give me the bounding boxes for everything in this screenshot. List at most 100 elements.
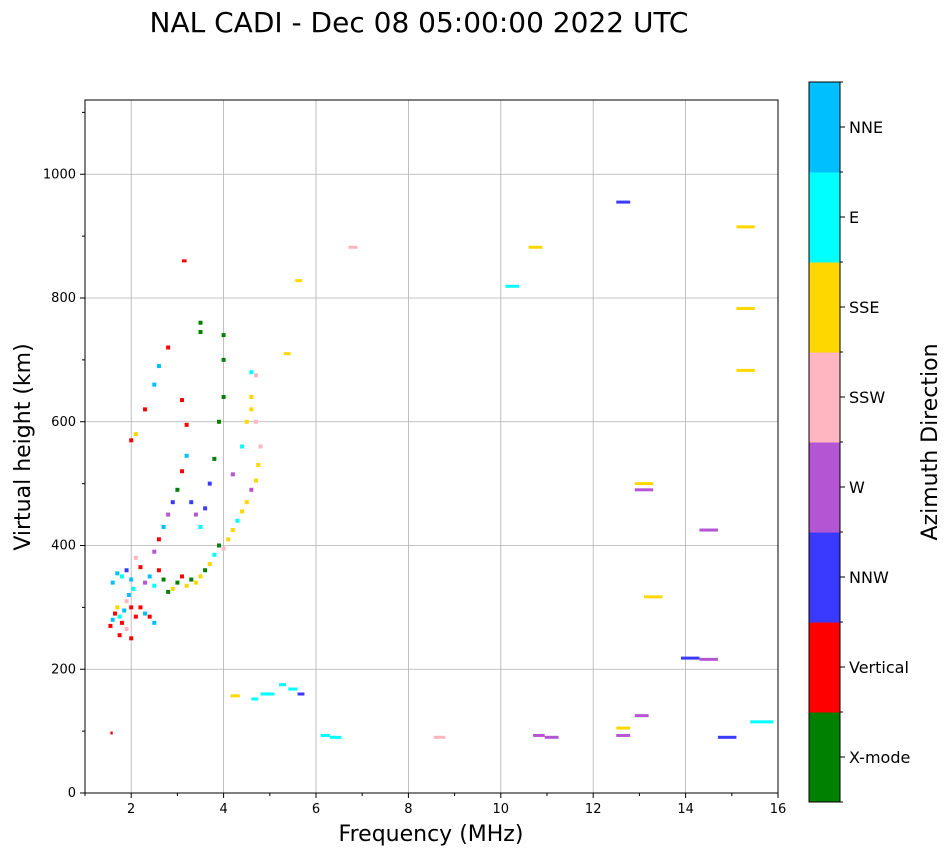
y-tick-label: 400 (51, 539, 76, 554)
trace-point (249, 407, 254, 412)
trace-point (193, 512, 198, 517)
colorbar-segment (809, 622, 840, 713)
echo-segment (283, 352, 291, 356)
echo-segment (616, 726, 631, 730)
trace-point (115, 571, 120, 576)
echo-segment (288, 687, 298, 691)
trace-point (175, 487, 180, 492)
trace-point (189, 500, 194, 505)
trace-point (180, 469, 185, 474)
grid-lines (85, 100, 779, 794)
trace-point (129, 438, 134, 443)
echo-segment (295, 279, 303, 283)
trace-point (122, 608, 127, 613)
y-tick-label: 200 (51, 662, 76, 677)
echo-segment (505, 284, 520, 288)
trace-point (212, 552, 217, 557)
trace-point (184, 422, 189, 427)
colorbar-frame (808, 81, 841, 803)
trace-point (253, 373, 258, 378)
colorbar: X-mode Vertical NNW W SSW SSE E NNE (808, 81, 910, 803)
trace-point (133, 614, 138, 619)
echo-segment (680, 656, 700, 660)
trace-point (240, 444, 245, 449)
plot-data (108, 200, 774, 739)
echo-segment (230, 694, 240, 698)
trace-point (131, 586, 136, 591)
trace-point (198, 524, 203, 529)
colorbar-segment (809, 442, 840, 533)
x-tick-label: 14 (677, 802, 694, 817)
echo-segment (750, 720, 774, 724)
echo-segment (533, 733, 545, 737)
echo-segment (699, 657, 718, 661)
trace-point (235, 518, 240, 523)
trace-point (166, 589, 171, 594)
trace-point (156, 364, 161, 369)
trace-point (189, 577, 194, 582)
trace-point (258, 444, 263, 449)
trace-point (143, 407, 148, 412)
trace-point (207, 481, 212, 486)
echo-segment (528, 245, 543, 249)
trace-point (249, 370, 254, 375)
trace-point (152, 620, 157, 625)
colorbar-tick-label: NNW (849, 568, 889, 587)
x-tick-label: 10 (493, 802, 510, 817)
trace-point (170, 586, 175, 591)
trace-point (124, 568, 129, 573)
colorbar-segment (809, 352, 840, 443)
trace-point (161, 524, 166, 529)
trace-point (216, 419, 221, 424)
trace-point (221, 395, 226, 399)
x-tick-label: 2 (127, 802, 135, 817)
trace-point (113, 611, 118, 616)
trace-point (180, 574, 185, 579)
trace-point (226, 537, 231, 542)
colorbar-tick-label: SSE (849, 298, 879, 317)
echo-segment (616, 733, 631, 737)
trace-point (126, 593, 131, 597)
echo-segment (544, 735, 559, 739)
trace-point (170, 500, 175, 505)
trace-point (129, 605, 134, 610)
echo-segment (348, 245, 358, 249)
echo-segment (634, 488, 654, 492)
colorbar-tick-label: SSW (849, 388, 885, 407)
trace-point (147, 574, 152, 579)
echo-segment (634, 714, 649, 718)
colorbar-segment (809, 712, 840, 803)
trace-point (138, 605, 143, 610)
trace-point (184, 583, 189, 588)
trace-point (133, 555, 138, 560)
trace-point (152, 382, 157, 387)
trace-point (230, 528, 235, 533)
x-tick-label: 12 (585, 802, 602, 817)
colorbar-tick-label: Vertical (849, 658, 909, 677)
trace-point (138, 565, 143, 570)
trace-point (115, 605, 120, 610)
y-axis-label: Virtual height (km) (11, 343, 36, 550)
trace-point (198, 574, 203, 579)
trace-point (143, 580, 148, 585)
trace-point (156, 537, 161, 542)
trace-point (147, 614, 152, 619)
trace-point (124, 599, 129, 604)
echo-segment (320, 733, 330, 737)
trace-point (129, 577, 134, 582)
trace-point (256, 463, 261, 468)
trace-point (161, 577, 166, 582)
trace-point (221, 333, 226, 338)
echo-segment (736, 368, 755, 372)
y-tick-label: 600 (51, 415, 76, 430)
echo-segment (736, 307, 755, 311)
trace-point (117, 633, 122, 638)
trace-point (249, 395, 254, 399)
echo-segment (616, 200, 631, 204)
chart-title: NAL CADI - Dec 08 05:00:00 2022 UTC (149, 6, 689, 39)
colorbar-tick-label: NNE (849, 118, 883, 137)
y-tick-label: 800 (51, 291, 76, 306)
echo-segment (297, 692, 305, 696)
trace-point (152, 583, 157, 588)
echo-segment (433, 735, 446, 739)
